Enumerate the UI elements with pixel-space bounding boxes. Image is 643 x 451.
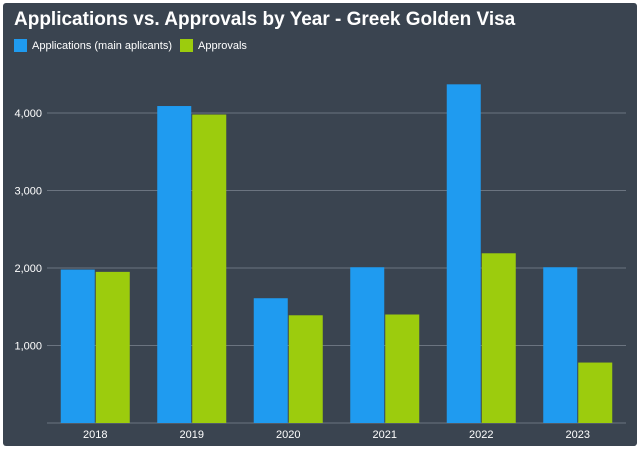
x-tick-label: 2023 — [566, 429, 590, 441]
bar-approvals — [192, 114, 227, 424]
bar-applications — [543, 267, 578, 423]
bar-applications — [446, 84, 481, 423]
x-tick-label: 2019 — [180, 429, 204, 441]
x-tick-label: 2021 — [373, 429, 397, 441]
legend-item-applications: Applications (main aplicants) — [14, 39, 172, 52]
chart-plot-area: 1,000 2,000 3,000 4,000 2018 2019 2020 2021 2022… — [14, 84, 626, 441]
y-tick-label: 1,000 — [14, 341, 42, 353]
bar-approvals — [578, 362, 613, 423]
y-tick-label: 2,000 — [14, 263, 42, 275]
x-tick-label: 2020 — [276, 429, 300, 441]
legend-swatch-applications — [14, 39, 27, 52]
bar-applications — [350, 267, 385, 423]
bar-applications — [60, 269, 95, 423]
legend-label-approvals: Approvals — [198, 39, 247, 52]
chart-panel: Applications vs. Approvals by Year - Gre… — [3, 3, 637, 446]
bar-applications — [253, 298, 288, 423]
y-tick-label: 3,000 — [14, 186, 42, 198]
legend-swatch-approvals — [180, 39, 194, 52]
bar-approvals — [288, 315, 323, 423]
bar-applications — [157, 106, 192, 424]
chart-title: Applications vs. Approvals by Year - Gre… — [14, 9, 516, 30]
legend-label-applications: Applications (main aplicants) — [32, 39, 173, 52]
y-tick-label: 4,000 — [14, 108, 42, 120]
x-tick-label: 2018 — [83, 429, 107, 441]
bar-approvals — [385, 314, 420, 423]
bar-approvals — [95, 271, 130, 423]
chart-legend: Applications (main aplicants) Approvals — [14, 39, 255, 52]
x-tick-label: 2022 — [469, 429, 493, 441]
legend-item-approvals: Approvals — [180, 39, 247, 52]
bar-approvals — [481, 253, 516, 423]
